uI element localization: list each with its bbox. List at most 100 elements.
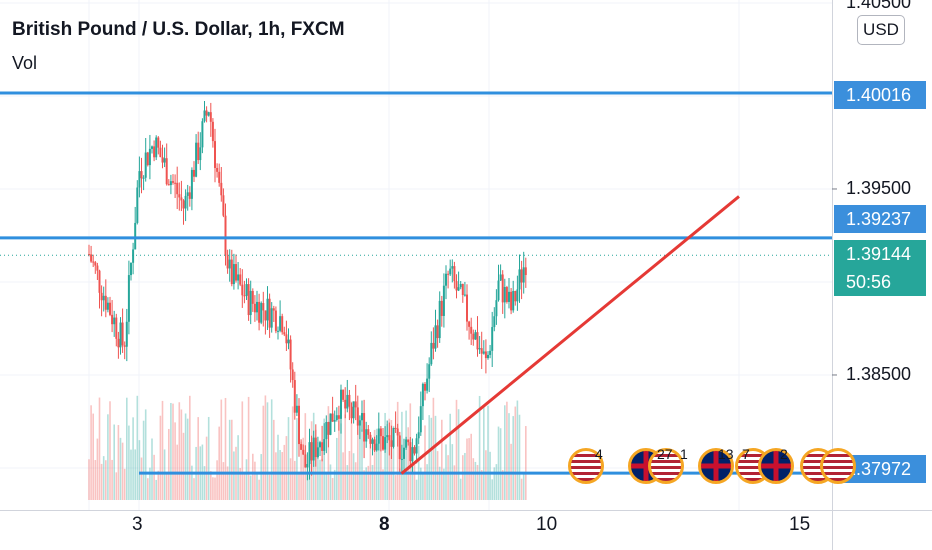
volume-bar bbox=[210, 471, 212, 500]
volume-bar bbox=[178, 402, 181, 500]
chart-grid bbox=[0, 0, 832, 510]
volume-bar bbox=[386, 424, 388, 500]
candle-body bbox=[165, 158, 168, 185]
candle-body bbox=[268, 298, 271, 328]
candle-body bbox=[241, 284, 244, 296]
volume-bar bbox=[422, 474, 424, 500]
candle-body bbox=[501, 274, 504, 303]
volume-bar bbox=[168, 428, 170, 500]
candle-body bbox=[184, 195, 187, 209]
volume-bar bbox=[453, 465, 456, 500]
candle-body bbox=[106, 302, 109, 310]
candle-body bbox=[421, 383, 424, 407]
volume-bar bbox=[138, 440, 141, 500]
candle-body bbox=[405, 439, 408, 448]
candle-body bbox=[291, 369, 294, 381]
volume-bar bbox=[105, 460, 107, 500]
candle-body bbox=[440, 300, 443, 316]
volume-bar bbox=[296, 418, 298, 500]
candle-body bbox=[264, 310, 267, 321]
candle-body bbox=[484, 351, 487, 359]
date-tick: 8 bbox=[379, 514, 390, 535]
candle-body bbox=[386, 435, 389, 438]
volume-bar bbox=[424, 425, 426, 500]
uk-flag-icon[interactable] bbox=[698, 448, 734, 484]
event-count: 13 bbox=[718, 446, 734, 462]
candle-body bbox=[228, 259, 231, 269]
candle-body bbox=[356, 407, 359, 426]
volume-bar bbox=[205, 436, 208, 500]
volume-bar bbox=[522, 473, 525, 500]
volume-bar bbox=[256, 472, 258, 500]
event-count: 27 bbox=[657, 446, 673, 462]
candle-body bbox=[285, 334, 288, 344]
price-tick: 1.38500 bbox=[846, 364, 912, 384]
volume-bar bbox=[357, 410, 359, 500]
us-flag-icon[interactable] bbox=[820, 448, 856, 484]
volume-bar bbox=[231, 419, 233, 500]
volume-bar bbox=[121, 442, 124, 500]
volume-bar bbox=[514, 406, 517, 500]
volume-bar bbox=[438, 466, 441, 500]
candle-body bbox=[487, 354, 489, 359]
candle-body bbox=[333, 420, 336, 422]
candle-body bbox=[428, 364, 431, 379]
candle-body bbox=[211, 121, 214, 142]
currency-button[interactable]: USD bbox=[857, 15, 905, 45]
volume-bar bbox=[275, 452, 277, 500]
us-flag-icon[interactable] bbox=[648, 448, 684, 484]
volume-bar bbox=[394, 475, 397, 500]
candle-body bbox=[109, 302, 111, 315]
volume-bar bbox=[520, 478, 523, 500]
volume-bar bbox=[317, 441, 319, 500]
candle-body bbox=[100, 292, 103, 301]
candle-body bbox=[195, 142, 198, 177]
candle-body bbox=[180, 197, 183, 201]
volume-bar bbox=[109, 401, 111, 500]
volume-bar bbox=[390, 420, 393, 500]
volume-bar bbox=[123, 468, 126, 500]
candle-body bbox=[159, 147, 162, 158]
candle-body bbox=[226, 255, 229, 269]
candle-body bbox=[186, 192, 189, 196]
volume-bar bbox=[443, 468, 445, 500]
candle-body bbox=[457, 287, 460, 291]
volume-indicator-label[interactable]: Vol bbox=[12, 53, 38, 73]
volume-bar bbox=[94, 460, 97, 500]
candle-body bbox=[497, 280, 500, 301]
candle-body bbox=[510, 291, 513, 311]
us-flag-icon[interactable] bbox=[568, 448, 604, 484]
volume-bar bbox=[172, 403, 174, 500]
volume-bar bbox=[170, 402, 172, 500]
volume-bar bbox=[92, 413, 94, 500]
candle-body bbox=[354, 401, 357, 408]
volume-bar bbox=[191, 465, 193, 500]
volume-bar bbox=[512, 416, 514, 500]
volume-bar bbox=[499, 428, 502, 500]
candle-body bbox=[98, 270, 101, 293]
candle-body bbox=[369, 434, 372, 444]
uk-flag-icon[interactable] bbox=[758, 448, 794, 484]
candlesticks bbox=[88, 100, 527, 481]
volume-bar bbox=[197, 417, 199, 500]
candle-body bbox=[125, 321, 128, 347]
candle-body bbox=[151, 146, 153, 149]
candle-body bbox=[432, 342, 435, 349]
candle-body bbox=[308, 442, 311, 465]
volume-bar bbox=[321, 458, 323, 500]
volume-bar bbox=[489, 451, 491, 500]
volume-bar bbox=[415, 479, 418, 500]
candle-body bbox=[132, 249, 135, 263]
price-badge-resistance-mid: 1.39237 bbox=[834, 205, 926, 233]
volume-bar bbox=[342, 452, 344, 500]
volume-bar bbox=[468, 438, 470, 500]
volume-bar bbox=[380, 434, 382, 500]
candle-body bbox=[283, 332, 286, 335]
volume-bar bbox=[134, 449, 136, 500]
volume-bar bbox=[88, 459, 90, 500]
candle-body bbox=[216, 167, 219, 172]
volume-bar bbox=[344, 414, 346, 500]
volume-bar bbox=[291, 406, 294, 500]
volume-bar bbox=[363, 470, 365, 500]
